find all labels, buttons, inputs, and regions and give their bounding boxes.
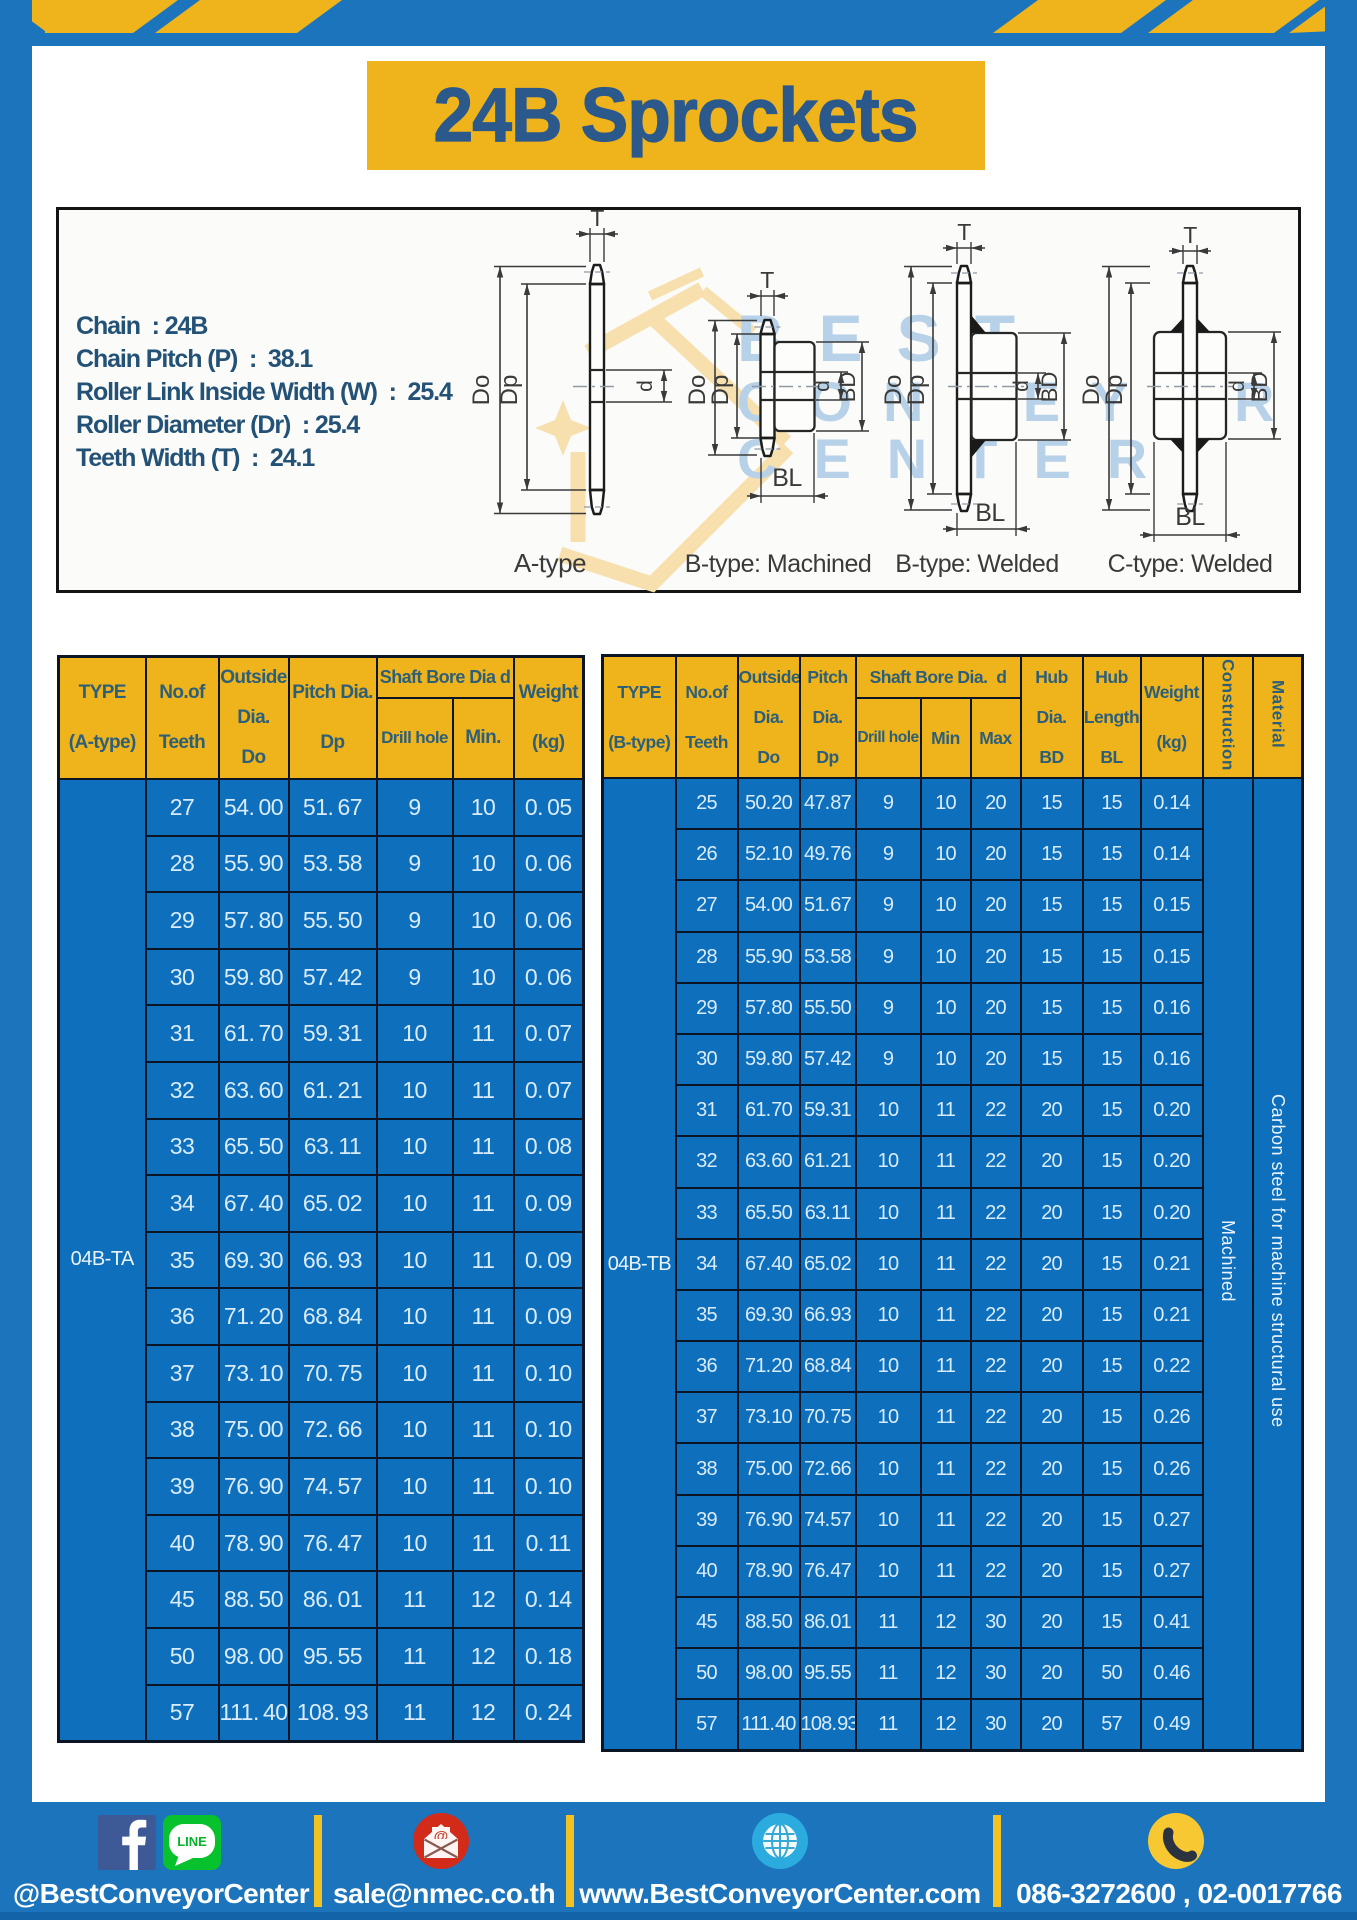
svg-text:BL: BL (772, 464, 802, 492)
svg-text:BL: BL (1175, 503, 1205, 531)
svg-text:B-type: Welded: B-type: Welded (895, 550, 1058, 578)
svg-text:BD: BD (1247, 372, 1272, 403)
svg-text:d: d (1010, 380, 1033, 392)
svg-text:T: T (957, 219, 971, 245)
svg-text:Do: Do (684, 375, 711, 406)
svg-text:A-type: A-type (514, 548, 586, 578)
svg-text:Do: Do (880, 375, 907, 406)
svg-text:T: T (590, 207, 604, 231)
svg-text:LINE: LINE (177, 1834, 207, 1849)
svg-text:CENTER: CENTER (737, 427, 1183, 490)
svg-text:B-type: Machined: B-type: Machined (685, 550, 872, 578)
svg-text:Dp: Dp (496, 375, 523, 406)
svg-text:Dp: Dp (903, 375, 930, 406)
svg-text:d: d (634, 380, 657, 392)
svg-text:C-type: Welded: C-type: Welded (1108, 550, 1273, 578)
svg-text:d: d (1226, 380, 1249, 392)
svg-text:Do: Do (468, 375, 495, 406)
svg-text:BD: BD (835, 372, 860, 403)
svg-text:d: d (811, 380, 834, 392)
svg-text:T: T (760, 267, 774, 293)
svg-text:Dp: Dp (707, 375, 734, 406)
svg-text:BL: BL (975, 499, 1005, 527)
svg-text:Do: Do (1078, 375, 1105, 406)
svg-text:T: T (1183, 222, 1197, 248)
svg-text:Dp: Dp (1101, 375, 1128, 406)
svg-text:BD: BD (1037, 372, 1062, 403)
